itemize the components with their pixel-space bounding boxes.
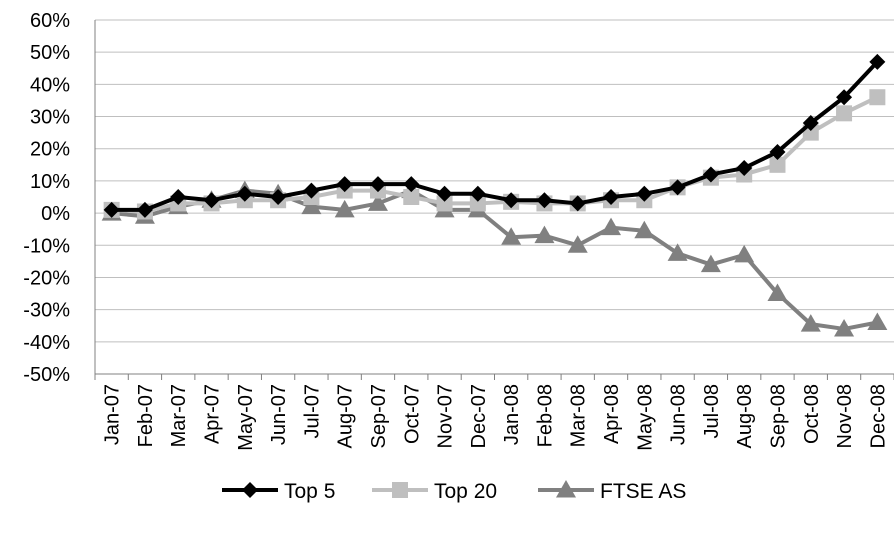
data-point-top-5: [270, 189, 287, 205]
data-point-ftse-as: [834, 318, 855, 337]
x-tick-label: Aug-07: [335, 384, 357, 449]
data-point-ftse-as: [667, 243, 688, 261]
y-tick-label: 40%: [30, 74, 70, 96]
data-point-ftse-as: [334, 199, 355, 218]
data-point-top-20: [836, 105, 853, 122]
legend: Top 5 Top 20 FTSE AS: [222, 480, 686, 503]
y-tick-label: -50%: [23, 364, 70, 386]
x-tick-label: Jun-08: [668, 384, 690, 445]
x-tick-label: Jul-08: [701, 384, 723, 438]
x-tick-label: Dec-08: [867, 384, 889, 448]
data-point-top-5: [536, 192, 553, 209]
data-point-top-5: [203, 192, 220, 209]
x-tick-label: Jul-07: [301, 384, 323, 438]
series-line-ftse-as: [111, 188, 878, 331]
data-point-ftse-as: [367, 193, 388, 211]
y-tick-label: 0%: [41, 203, 70, 225]
legend-marker-top-20: [392, 482, 408, 498]
data-point-ftse-as: [867, 312, 888, 331]
y-tick-label: -40%: [23, 332, 70, 354]
data-point-top-5: [569, 195, 586, 212]
x-tick-label: Nov-08: [834, 384, 856, 448]
x-tick-label: May-07: [235, 384, 257, 451]
x-tick-label: Feb-08: [534, 384, 556, 447]
data-point-top-5: [802, 114, 819, 131]
data-point-top-5: [436, 185, 453, 202]
data-point-top-5: [136, 201, 153, 218]
data-point-top-5: [103, 201, 120, 218]
data-point-ftse-as: [700, 254, 721, 273]
x-tick-label: May-08: [634, 384, 656, 451]
legend-label-top-5: Top 5: [284, 480, 335, 503]
data-point-ftse-as: [734, 244, 755, 263]
data-point-top-20: [869, 89, 886, 106]
x-tick-label: Jun-07: [268, 384, 290, 445]
x-tick-label: Jan-07: [102, 384, 124, 445]
x-tick-label: Dec-07: [468, 384, 490, 448]
legend-label-ftse-as: FTSE AS: [600, 480, 686, 503]
y-tick-label: -20%: [23, 267, 70, 289]
data-point-top-5: [603, 189, 620, 205]
data-point-top-5: [469, 185, 486, 202]
data-point-top-5: [403, 176, 420, 193]
x-tick-label: Apr-07: [202, 384, 224, 444]
data-point-ftse-as: [534, 225, 555, 244]
data-point-top-20: [769, 156, 786, 173]
y-tick-label: 10%: [30, 171, 70, 193]
y-tick-label: 50%: [30, 42, 70, 64]
y-tick-labels: 60% 50% 40% 30% 20% 10% 0% -10% -20% -30% -40% -50%: [23, 10, 70, 386]
data-point-top-5: [736, 160, 753, 177]
x-tick-labels: Jan-07 Feb-07 Mar-07 Apr-07 May-07 Jun-07 Jul-…: [102, 384, 890, 451]
data-point-top-5: [869, 53, 886, 70]
data-point-ftse-as: [601, 217, 622, 236]
data-point-top-5: [503, 192, 520, 209]
x-tick-label: Nov-07: [435, 384, 457, 448]
data-point-top-20: [436, 195, 453, 212]
y-tick-label: 30%: [30, 107, 70, 129]
y-tick-label: -30%: [23, 300, 70, 322]
legend-marker-ftse-as: [556, 480, 576, 498]
x-tick-label: Sep-07: [368, 384, 390, 449]
x-tick-label: Oct-07: [401, 384, 423, 444]
legend-marker-top-5: [242, 482, 258, 498]
y-tick-label: -10%: [23, 235, 70, 257]
x-tick-label: Sep-08: [767, 384, 789, 449]
data-point-ftse-as: [567, 235, 588, 253]
x-tick-label: Mar-08: [568, 384, 590, 447]
data-point-top-5: [303, 182, 320, 199]
x-tick-label: Feb-07: [135, 384, 157, 447]
data-point-top-5: [636, 185, 653, 202]
data-point-top-5: [669, 179, 686, 196]
data-point-ftse-as: [767, 283, 788, 302]
data-point-top-20: [403, 189, 420, 205]
legend-label-top-20: Top 20: [434, 480, 497, 503]
y-tick-label: 60%: [30, 10, 70, 32]
x-tick-label: Aug-08: [734, 384, 756, 449]
x-tick-label: Apr-08: [601, 384, 623, 444]
data-point-ftse-as: [301, 196, 322, 215]
data-point-top-5: [769, 143, 786, 160]
data-point-ftse-as: [501, 227, 522, 245]
data-point-top-5: [236, 185, 253, 202]
series-top-5: [103, 53, 886, 218]
data-point-top-5: [836, 89, 853, 106]
data-point-top-5: [336, 176, 353, 193]
x-tick-marks: [94, 374, 894, 380]
data-point-ftse-as: [634, 220, 655, 239]
data-point-ftse-as: [800, 314, 821, 332]
y-tick-label: 20%: [30, 139, 70, 161]
data-point-top-5: [369, 176, 386, 193]
data-point-top-5: [170, 189, 187, 205]
data-point-top-5: [702, 166, 719, 183]
x-tick-label: Jan-08: [501, 384, 523, 445]
x-tick-label: Oct-08: [801, 384, 823, 444]
data-point-top-20: [469, 195, 486, 212]
x-tick-label: Mar-07: [168, 384, 190, 447]
